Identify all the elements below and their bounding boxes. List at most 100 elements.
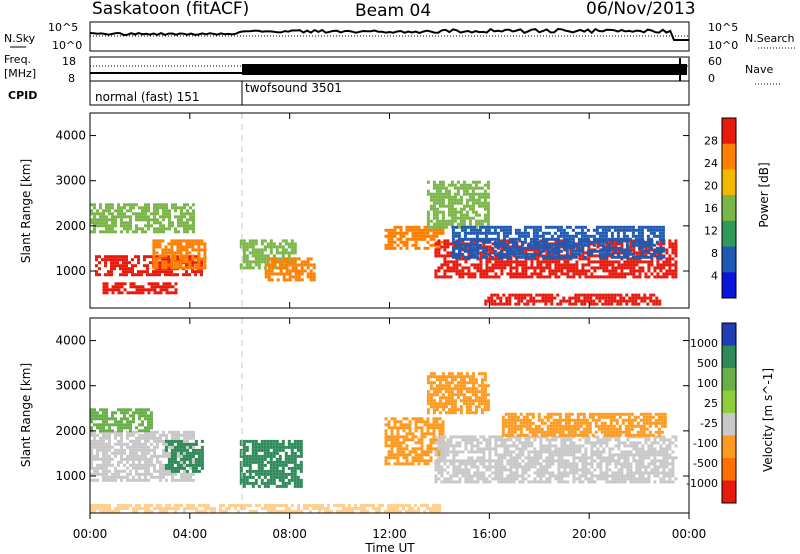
range-cell [550, 225, 554, 229]
range-cell [263, 266, 267, 270]
range-cell [90, 209, 93, 213]
range-cell [438, 402, 442, 406]
range-cell [426, 240, 430, 244]
range-cell [586, 252, 590, 256]
range-cell [288, 260, 292, 264]
range-cell [449, 260, 453, 264]
range-cell [435, 402, 439, 406]
range-cell [306, 263, 310, 267]
range-cell [98, 273, 101, 277]
range-cell [411, 459, 415, 463]
range-cell [625, 243, 629, 247]
range-cell [563, 459, 567, 463]
range-cell [147, 221, 150, 225]
range-cell [164, 254, 168, 258]
range-cell [188, 457, 192, 461]
range-cell [494, 462, 498, 466]
range-cell [649, 246, 653, 250]
range-cell [474, 396, 478, 400]
range-cell [658, 237, 662, 241]
range-cell [524, 468, 528, 472]
range-cell [482, 474, 486, 478]
range-cell [506, 447, 510, 451]
range-cell [650, 444, 654, 448]
range-cell [126, 442, 129, 446]
range-cell [483, 375, 487, 379]
range-cell [619, 302, 623, 306]
range-cell [152, 263, 156, 267]
range-cell [432, 237, 436, 241]
range-cell [491, 275, 495, 279]
range-cell [257, 448, 261, 452]
range-cell [602, 269, 606, 273]
colorbar-swatch [722, 169, 736, 196]
range-cell [426, 378, 430, 382]
range-cell [144, 448, 147, 452]
range-cell [479, 447, 483, 451]
range-cell [474, 192, 478, 196]
range-cell [535, 231, 539, 235]
range-cell [467, 450, 471, 454]
range-cell [611, 266, 615, 270]
range-cell [635, 257, 639, 261]
range-cell [239, 266, 243, 270]
range-cell [625, 249, 629, 253]
range-cell [153, 433, 156, 437]
range-cell [306, 257, 310, 261]
range-cell [467, 474, 471, 478]
range-cell [176, 463, 180, 467]
range-cell [90, 420, 93, 424]
range-cell [102, 420, 105, 424]
range-cell [453, 186, 457, 190]
range-cell [469, 225, 473, 229]
range-cell [105, 230, 108, 234]
range-cell [499, 249, 503, 253]
range-cell [551, 435, 555, 439]
range-cell [147, 218, 150, 222]
range-cell [108, 475, 111, 479]
range-cell [441, 195, 445, 199]
range-cell [426, 234, 430, 238]
range-cell [263, 484, 267, 488]
range-cell [120, 454, 123, 458]
range-cell [488, 275, 492, 279]
range-cell [384, 234, 388, 238]
range-cell [575, 444, 579, 448]
range-cell [474, 225, 478, 229]
range-cell [267, 269, 271, 273]
range-cell [434, 465, 438, 469]
range-cell [544, 302, 548, 306]
range-cell [102, 463, 105, 467]
range-cell [628, 249, 632, 253]
range-cell [245, 475, 249, 479]
range-cell [487, 228, 491, 232]
range-cell [390, 240, 394, 244]
range-cell [251, 457, 255, 461]
range-cell [457, 249, 461, 253]
range-cell [658, 234, 662, 238]
range-cell [557, 480, 561, 484]
range-cell [482, 459, 486, 463]
range-cell [650, 471, 654, 475]
range-cell [610, 252, 614, 256]
range-cell [420, 429, 424, 433]
range-cell [162, 439, 165, 443]
range-cell [122, 264, 125, 268]
range-cell [254, 472, 258, 476]
range-cell [527, 444, 531, 448]
range-cell [435, 384, 439, 388]
range-cell [608, 435, 612, 439]
range-cell [611, 272, 615, 276]
range-cell [123, 448, 126, 452]
range-cell [390, 237, 394, 241]
range-cell [176, 251, 180, 255]
range-cell [605, 459, 609, 463]
range-cell [278, 448, 282, 452]
range-cell [164, 445, 168, 449]
range-cell [162, 203, 165, 207]
range-cell [284, 457, 288, 461]
range-cell [479, 477, 483, 481]
range-cell [242, 460, 246, 464]
range-cell [581, 456, 585, 460]
range-cell [620, 441, 624, 445]
